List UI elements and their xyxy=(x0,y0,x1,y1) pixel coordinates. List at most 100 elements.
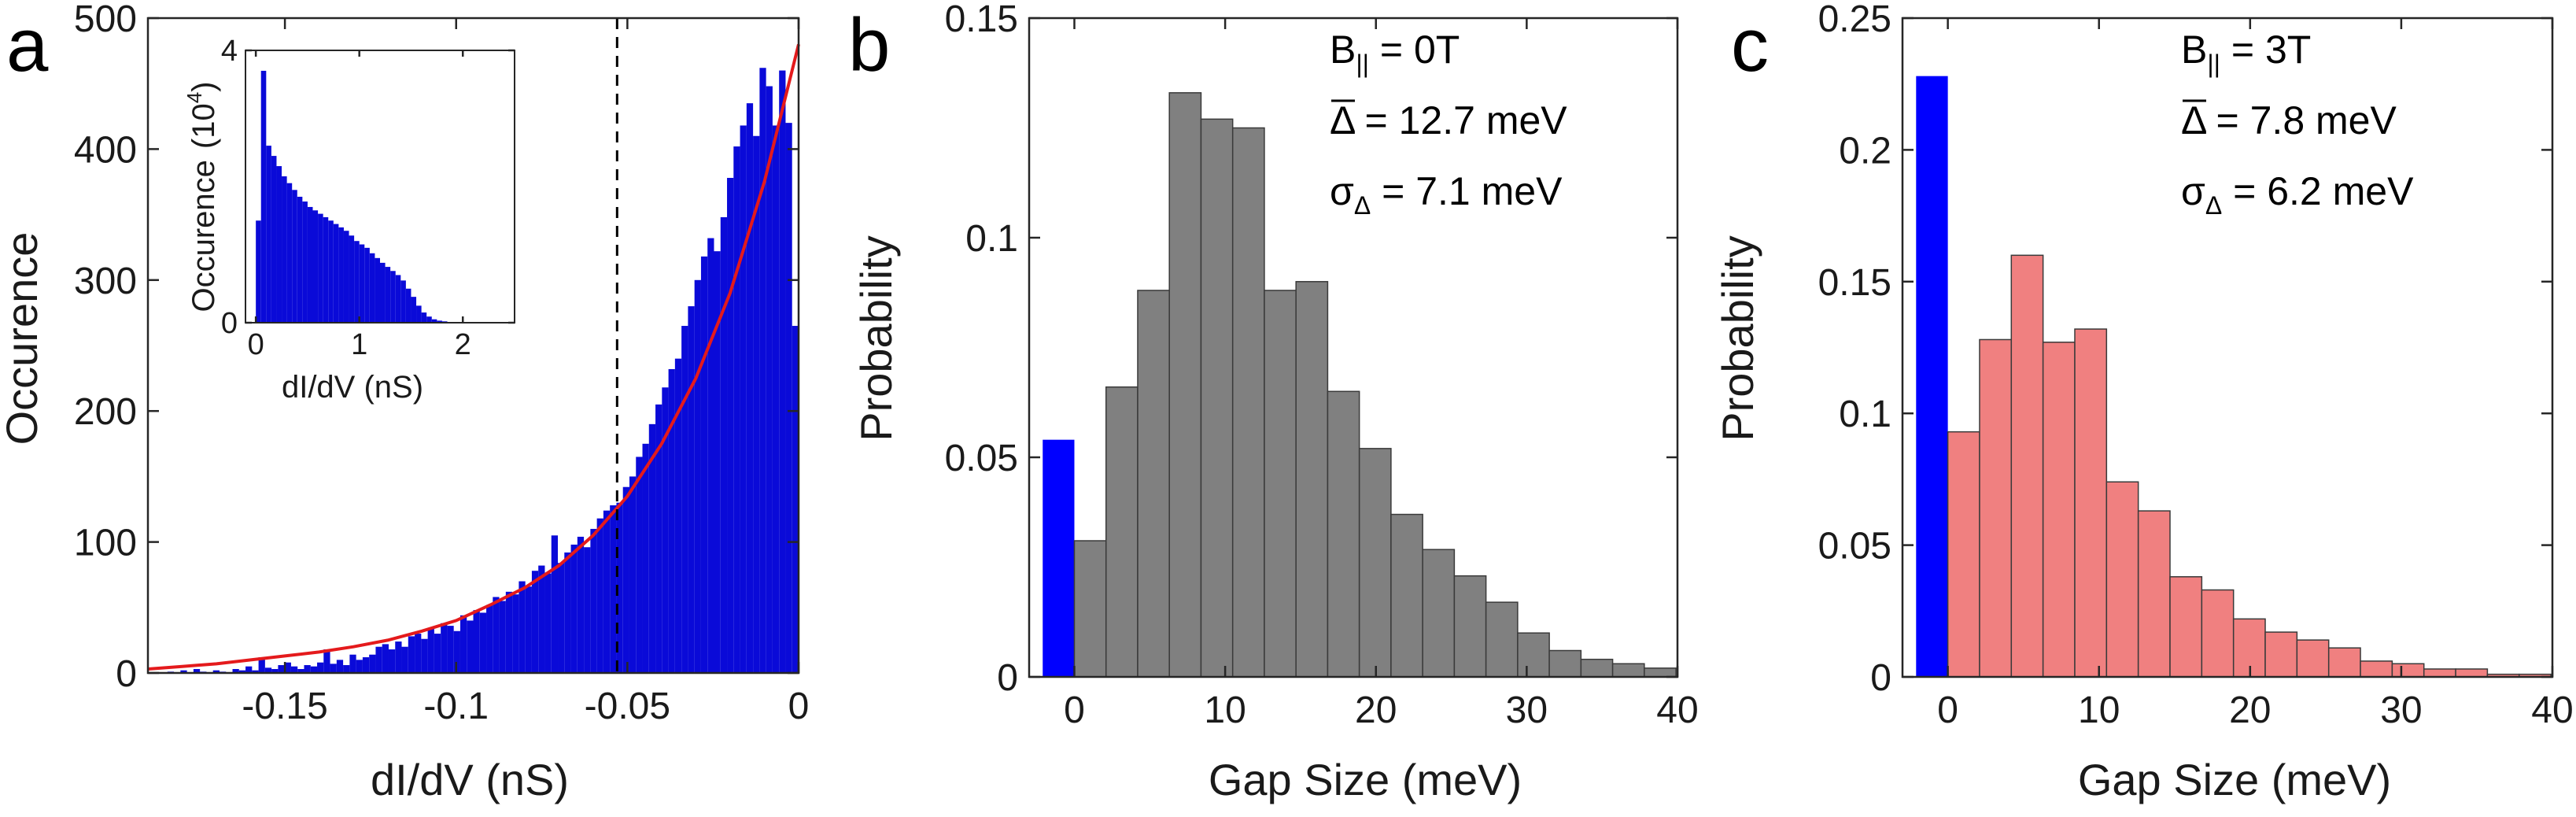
panel-a-histogram-bar xyxy=(668,368,675,673)
inset-histogram-bar xyxy=(286,183,293,323)
inset-histogram-bar xyxy=(282,176,287,323)
panel-a-histogram-bar xyxy=(382,644,389,673)
panel-c-y-tick-label: 0.25 xyxy=(1818,0,1891,40)
panel-a-histogram-bar xyxy=(356,660,363,673)
panel-a-histogram-bar xyxy=(525,586,532,673)
panel-b-sigma-annotation: σΔ = 7.1 meV xyxy=(1330,169,1563,220)
panel-a-histogram-bar xyxy=(232,669,239,673)
panel-a-histogram-bar xyxy=(603,510,611,673)
panel-a-histogram-bar xyxy=(369,654,376,673)
inset-histogram-bar xyxy=(292,190,297,323)
panel-c-bars xyxy=(1916,76,2552,678)
panel-c-histogram-bar xyxy=(2042,342,2076,678)
panel-b-zero-gap-bar xyxy=(1043,439,1075,677)
panel-a-histogram-bar xyxy=(785,123,792,673)
panel-a-histogram-bar xyxy=(479,612,487,673)
panel-a-histogram-bar xyxy=(297,669,304,673)
panel-a-histogram-bar xyxy=(245,666,253,673)
panel-b-x-tick-label: 0 xyxy=(1064,689,1085,731)
inset-y-label-unit-close: ) xyxy=(186,81,221,91)
panel-c-y-tick-label: 0 xyxy=(1870,657,1891,699)
panel-b-histogram-bar xyxy=(1422,549,1456,678)
inset-y-label-exp: 4 xyxy=(183,92,206,103)
inset-histogram-bar xyxy=(411,297,417,323)
inset-histogram-bar xyxy=(431,319,437,323)
inset-histogram-bar xyxy=(328,220,334,323)
panel-b-sigma-subscript: Δ xyxy=(1354,191,1371,220)
panel-c-y-tick-label: 0.15 xyxy=(1818,262,1891,304)
panel-c-zero-gap-bar xyxy=(1916,76,1948,677)
panel-b-y-tick-label: 0.05 xyxy=(945,438,1018,479)
panel-c-histogram-bar xyxy=(2105,481,2139,678)
panel-a-histogram-bar xyxy=(681,326,688,673)
panel-c-y-tick-label: 0.2 xyxy=(1839,130,1891,172)
panel-a-histogram-bar xyxy=(577,536,585,673)
inset-histogram-bar xyxy=(323,216,329,323)
panel-c-field-value: = 3T xyxy=(2220,28,2311,72)
inset-histogram-bar xyxy=(343,231,349,323)
inset-histogram-bar xyxy=(276,166,282,323)
inset-histogram-bar xyxy=(271,156,277,323)
panel-c-histogram-bar xyxy=(2074,328,2108,678)
panel-c-mean-annotation: Δ = 7.8 meV xyxy=(2181,98,2397,142)
inset-x-tick-label: 0 xyxy=(248,328,264,361)
panel-b-y-label: Probability xyxy=(851,235,901,441)
inset-histogram-bar xyxy=(312,210,319,323)
panel-c-histogram-bar xyxy=(1979,338,2013,678)
panel-c-field-subscript: || xyxy=(2207,50,2220,78)
panel-a-histogram-bar xyxy=(362,657,370,673)
panel-c-histogram-bar xyxy=(2010,254,2044,678)
inset-histogram-bar xyxy=(307,206,313,323)
inset-histogram-bar xyxy=(380,262,386,323)
panel-a-histogram-bar xyxy=(447,626,454,673)
panel-c-y-tick-label: 0.05 xyxy=(1818,526,1891,567)
panel-a-histogram-bar xyxy=(336,660,344,673)
panel-b: 0 10 20 30 40 0 0.05 0.1 0.15 Gap Size (meV) Pr… xyxy=(851,0,1699,804)
panel-a-histogram-bar xyxy=(759,68,766,674)
panel-a-histogram-bar xyxy=(252,670,259,673)
panel-b-histogram-bar xyxy=(1611,663,1645,678)
panel-a-histogram-bar xyxy=(304,665,311,673)
panel-b-histogram-bar xyxy=(1644,667,1677,678)
panel-a-histogram-bar xyxy=(531,571,539,673)
panel-a-histogram-bar xyxy=(642,443,649,673)
inset-histogram-bar xyxy=(256,220,261,323)
inset-histogram-bar xyxy=(405,288,411,323)
inset-histogram-bar xyxy=(421,312,427,323)
panel-a-histogram-bar xyxy=(694,279,701,673)
panel-a-histogram-bar xyxy=(441,623,448,673)
panel-c-annotations: B|| = 3T Δ = 7.8 meV σΔ = 6.2 meV xyxy=(2181,28,2414,220)
panel-b-y-tick-label: 0.15 xyxy=(945,0,1018,40)
panel-a-histogram-bar xyxy=(505,591,513,673)
panel-a-histogram-bar xyxy=(408,636,415,673)
panel-b-histogram-bar xyxy=(1580,658,1614,678)
panel-a-histogram-bar xyxy=(792,326,799,673)
panel-a-histogram-bar xyxy=(779,70,786,673)
panel-c-histogram-bar xyxy=(2296,639,2330,678)
panel-a-histogram-bar xyxy=(395,641,402,673)
panel-a-histogram-bar xyxy=(544,573,552,673)
panel-b-x-ticks: 0 10 20 30 40 xyxy=(1064,18,1699,731)
inset-bars xyxy=(256,70,458,323)
panel-c-x-ticks: 0 10 20 30 40 xyxy=(1937,18,2574,731)
panel-b-y-ticks: 0 0.05 0.1 0.15 xyxy=(945,0,1677,699)
inset-axes-frame xyxy=(245,50,515,323)
panel-a-x-tick-label: 0 xyxy=(788,686,810,727)
panel-a-y-tick-label: 200 xyxy=(74,391,137,433)
panel-a-fit-curve xyxy=(147,43,800,671)
panel-a-histogram-bar xyxy=(772,125,780,673)
panel-a-histogram-bar xyxy=(212,670,220,673)
panel-b-field-value: = 0T xyxy=(1369,28,1460,72)
panel-a-histogram-bar xyxy=(499,601,506,673)
inset-x-tick-label: 2 xyxy=(455,328,471,361)
inset-histogram-bar xyxy=(354,241,360,323)
panel-c-x-label: Gap Size (meV) xyxy=(2078,755,2391,804)
inset-histogram-bar xyxy=(359,244,365,323)
panel-c-x-tick-label: 20 xyxy=(2229,689,2271,731)
panel-c-histogram-bar xyxy=(2137,510,2171,678)
panel-c-histogram-bar xyxy=(1947,431,1980,678)
panel-a-histogram-bar xyxy=(558,563,565,673)
panel-a-histogram-bar xyxy=(317,662,324,673)
panel-c-histogram-bar xyxy=(2201,589,2235,678)
inset-histogram-bar xyxy=(437,320,442,323)
